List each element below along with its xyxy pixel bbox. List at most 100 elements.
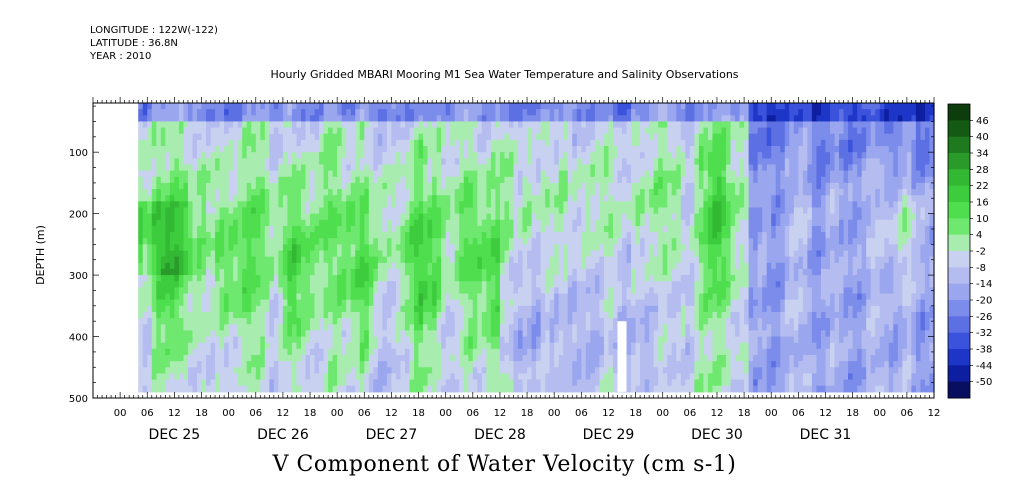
heatmap-cell [314, 146, 320, 153]
heatmap-cell [255, 127, 261, 135]
heatmap-cell [414, 250, 420, 258]
heatmap-cell [319, 348, 325, 356]
heatmap-cell [373, 133, 379, 141]
heatmap-cell [138, 336, 144, 344]
heatmap-cell [395, 373, 402, 381]
heatmap-cell [210, 109, 216, 116]
heatmap-cell [386, 219, 393, 227]
heatmap-cell [278, 170, 284, 178]
heatmap-cell [414, 152, 420, 159]
heatmap-cell [395, 164, 402, 172]
heatmap-cell [237, 330, 243, 338]
heatmap-cell [386, 299, 393, 307]
heatmap-cell [423, 268, 429, 276]
heatmap-cell [404, 311, 411, 319]
heatmap-cell [576, 256, 582, 264]
heatmap-cell [183, 158, 189, 166]
heatmap-cell [441, 385, 447, 393]
heatmap-cell [228, 262, 234, 270]
heatmap-cell [319, 342, 325, 350]
heatmap-cell [269, 189, 275, 196]
heatmap-cell [395, 256, 402, 264]
heatmap-cell [201, 354, 207, 362]
heatmap-cell [373, 336, 379, 344]
heatmap-cell [355, 146, 361, 153]
heatmap-cell [337, 268, 343, 276]
heatmap-cell [233, 195, 239, 202]
heatmap-cell [518, 213, 524, 221]
heatmap-cell [282, 330, 289, 338]
heatmap-cell [427, 256, 433, 264]
heatmap-cell [368, 268, 374, 276]
heatmap-cell [359, 281, 365, 288]
heatmap-cell [142, 250, 148, 258]
heatmap-cell [486, 348, 492, 356]
heatmap-cell [310, 121, 316, 129]
heatmap-cell [355, 121, 361, 129]
heatmap-cell [576, 219, 582, 227]
heatmap-cell [138, 133, 144, 141]
heatmap-cell [382, 121, 388, 129]
heatmap-cell [174, 305, 180, 313]
heatmap-cell [599, 250, 605, 258]
heatmap-cell [414, 170, 420, 178]
heatmap-cell [409, 127, 415, 135]
heatmap-cell [142, 311, 148, 319]
heatmap-cell [314, 299, 320, 307]
heatmap-cell [432, 262, 438, 270]
heatmap-cell [594, 189, 601, 196]
heatmap-cell [260, 164, 266, 172]
heatmap-cell [477, 318, 483, 325]
heatmap-cell [450, 139, 456, 147]
heatmap-cell [617, 158, 623, 166]
heatmap-cell [418, 238, 424, 245]
heatmap-cell [567, 367, 573, 375]
heatmap-cell [147, 367, 153, 375]
heatmap-cell [395, 287, 402, 295]
heatmap-cell [450, 336, 456, 344]
heatmap-cell [409, 219, 415, 227]
heatmap-cell [585, 361, 591, 368]
heatmap-cell [359, 195, 365, 202]
heatmap-cell [558, 354, 564, 362]
heatmap-cell [477, 127, 483, 135]
heatmap-cell [554, 348, 560, 356]
heatmap-cell [409, 324, 415, 331]
heatmap-cell [355, 115, 361, 123]
heatmap-cell [463, 256, 469, 264]
heatmap-cell [300, 373, 307, 381]
heatmap-cell [341, 176, 347, 184]
heatmap-cell [364, 336, 370, 344]
heatmap-cell [404, 373, 411, 381]
heatmap-cell [251, 152, 257, 159]
heatmap-cell [201, 293, 207, 301]
heatmap-cell [346, 262, 352, 270]
heatmap-cell [445, 170, 451, 178]
heatmap-cell [495, 342, 501, 350]
heatmap-cell [337, 146, 343, 153]
heatmap-cell [196, 176, 203, 184]
heatmap-cell [400, 336, 406, 344]
heatmap-cell [518, 379, 524, 387]
heatmap-cell [567, 244, 573, 252]
heatmap-cell [436, 115, 442, 123]
heatmap-cell [522, 299, 528, 307]
heatmap-cell [210, 244, 216, 252]
heatmap-cell [210, 262, 216, 270]
heatmap-cell [386, 164, 393, 172]
heatmap-cell [495, 244, 501, 252]
heatmap-cell [359, 139, 365, 147]
heatmap-cell [599, 244, 605, 252]
heatmap-cell [215, 256, 221, 264]
heatmap-cell [414, 146, 420, 153]
heatmap-cell [147, 219, 153, 227]
heatmap-cell [196, 354, 203, 362]
heatmap-cell [545, 219, 551, 227]
heatmap-cell [178, 201, 185, 209]
heatmap-cell [282, 256, 289, 264]
heatmap-cell [206, 109, 212, 116]
heatmap-cell [567, 324, 573, 331]
heatmap-cell [377, 275, 383, 282]
heatmap-cell [233, 275, 239, 282]
heatmap-cell [228, 348, 234, 356]
